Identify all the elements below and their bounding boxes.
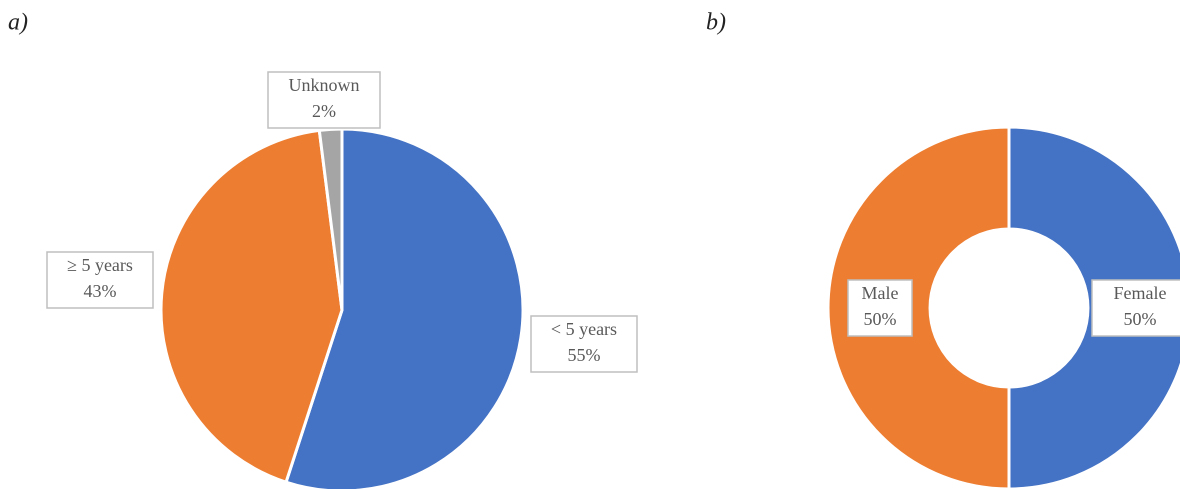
data-label: 55% xyxy=(568,345,601,365)
data-label: 43% xyxy=(84,281,117,301)
data-label: 2% xyxy=(312,101,336,121)
donut-slice xyxy=(826,125,1011,489)
data-label: 50% xyxy=(1124,309,1157,329)
pie-slice xyxy=(317,127,344,311)
pie-slice xyxy=(284,127,525,489)
category-label: < 5 years xyxy=(551,319,617,339)
label-box xyxy=(46,251,154,309)
pie-slice xyxy=(159,128,344,485)
label-box xyxy=(847,279,913,337)
data-label: 50% xyxy=(864,309,897,329)
label-box xyxy=(1091,279,1180,337)
category-label: ≥ 5 years xyxy=(67,255,133,275)
category-label: Male xyxy=(862,283,899,303)
category-label: Female xyxy=(1114,283,1167,303)
category-label: Unknown xyxy=(289,75,360,95)
label-box xyxy=(267,71,381,129)
chart-title: b) xyxy=(706,10,726,36)
label-box xyxy=(530,315,638,373)
chart-title: a) xyxy=(8,10,28,36)
